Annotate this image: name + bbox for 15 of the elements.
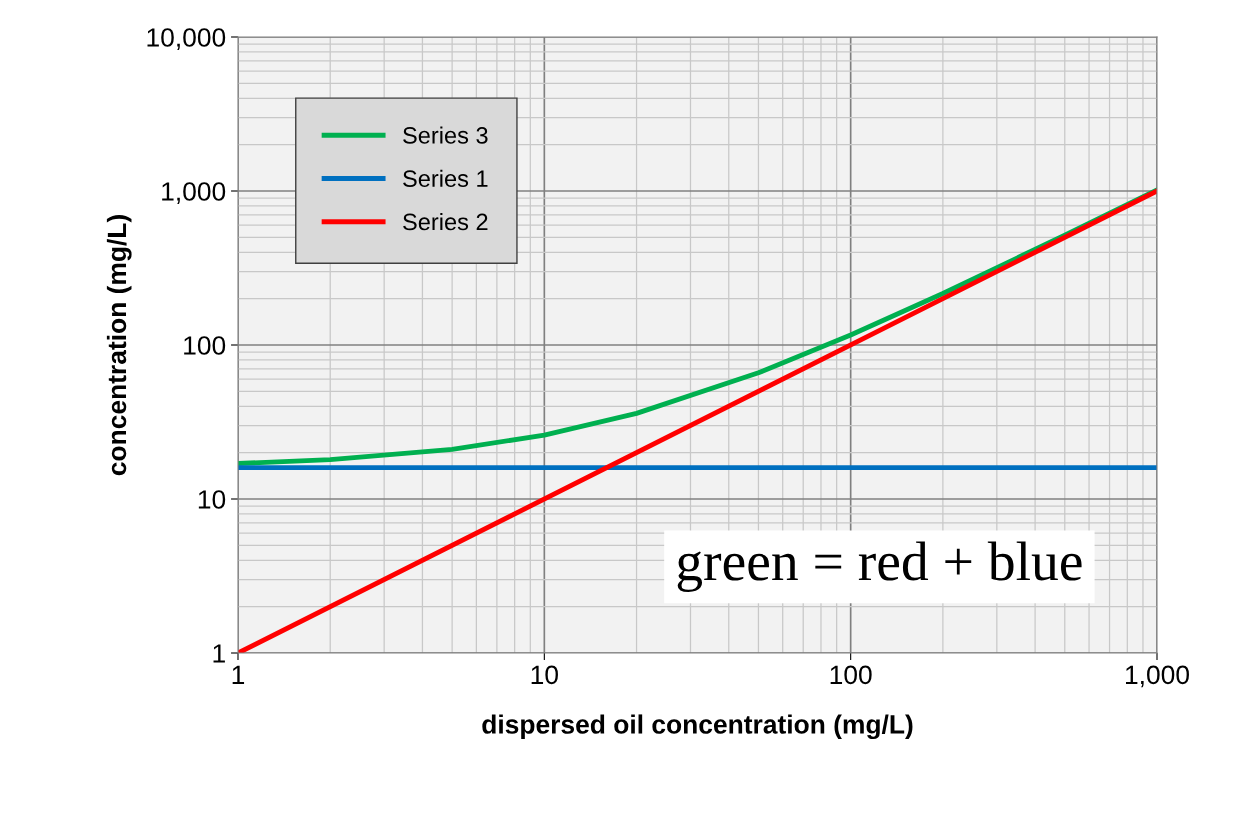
y-tick-label: 10 <box>198 490 226 509</box>
y-tick-label: 100 <box>184 336 226 355</box>
annotation: green = red + blue <box>677 541 1082 593</box>
x-tick-label: 1,000 <box>1126 665 1189 688</box>
legend-label: Series 1 <box>403 169 488 188</box>
y-tick-label: 1 <box>213 644 225 663</box>
y-tick-label: 10,000 <box>147 28 226 50</box>
x-tick-label: 1 <box>232 665 245 684</box>
legend-label: Series 3 <box>403 126 488 144</box>
legend-label: Series 2 <box>403 212 488 231</box>
x-tick-label: 100 <box>830 665 872 685</box>
y-axis-title: concentration (mg/L) <box>106 215 132 476</box>
y-tick-label: 1,000 <box>162 182 226 204</box>
x-axis-title: dispersed oil concentration (mg/L) <box>482 714 913 740</box>
x-tick-label: 10 <box>531 665 558 685</box>
